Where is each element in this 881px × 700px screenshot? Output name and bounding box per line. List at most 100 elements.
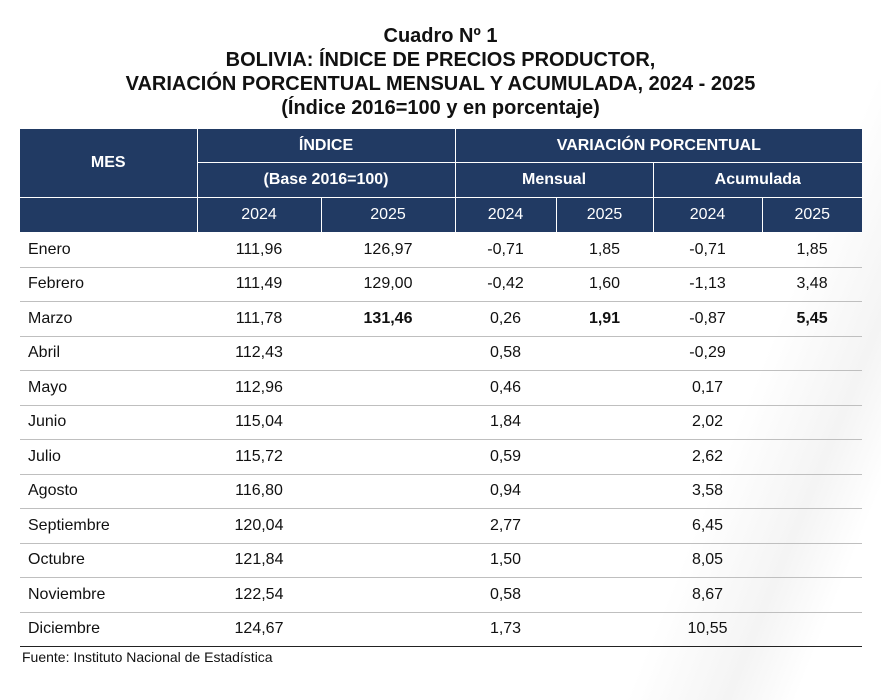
table-title: Cuadro Nº 1 BOLIVIA: ÍNDICE DE PRECIOS P… — [0, 24, 881, 120]
cumulative-2024-cell: -0,71 — [653, 232, 763, 268]
cumulative-2025-cell — [762, 370, 863, 406]
title-line-1: Cuadro Nº 1 — [383, 25, 498, 47]
monthly-2025-cell: 1,85 — [556, 232, 654, 268]
cumulative-2024-cell: 8,67 — [653, 577, 763, 613]
cumulative-2025-cell — [762, 612, 863, 647]
monthly-2025-cell: 1,60 — [556, 267, 654, 302]
monthly-2025-cell: 1,91 — [556, 301, 654, 337]
cumulative-2024-cell: 8,05 — [653, 543, 763, 578]
index-2025-cell: 131,46 — [321, 301, 456, 337]
header-indice: ÍNDICE — [196, 128, 456, 163]
cumulative-2025-cell: 5,45 — [762, 301, 863, 337]
index-2024-cell: 112,96 — [197, 370, 321, 406]
monthly-2024-cell: 1,73 — [455, 612, 557, 647]
monthly-2024-cell: -0,42 — [455, 267, 557, 302]
cumulative-2025-cell: 1,85 — [762, 232, 863, 268]
title-line-4: (Índice 2016=100 y en porcentaje) — [281, 97, 600, 119]
table-row: Septiembre 120,04 2,77 6,45 — [20, 508, 863, 544]
monthly-2025-cell — [556, 336, 654, 371]
monthly-2025-cell — [556, 370, 654, 406]
table-row: Diciembre 124,67 1,73 10,55 — [20, 612, 863, 647]
index-2024-cell: 115,04 — [197, 405, 321, 440]
monthly-2025-cell — [556, 508, 654, 544]
header-year: 2025 — [761, 197, 863, 233]
index-2024-cell: 112,43 — [197, 336, 321, 371]
monthly-2024-cell: 0,59 — [455, 439, 557, 475]
monthly-2024-cell: 0,58 — [455, 577, 557, 613]
month-cell: Diciembre — [20, 612, 197, 647]
monthly-2024-cell: -0,71 — [455, 232, 557, 268]
cumulative-2024-cell: 0,17 — [653, 370, 763, 406]
cumulative-2024-cell: -1,13 — [653, 267, 763, 302]
monthly-2024-cell: 1,50 — [455, 543, 557, 578]
header-year: 2024 — [196, 197, 322, 233]
month-cell: Mayo — [20, 370, 197, 406]
table-row: Marzo 111,78 131,46 0,26 1,91 -0,87 5,45 — [20, 301, 863, 337]
index-2024-cell: 122,54 — [197, 577, 321, 613]
monthly-2025-cell — [556, 577, 654, 613]
cumulative-2025-cell — [762, 543, 863, 578]
month-cell: Julio — [20, 439, 197, 475]
month-cell: Abril — [20, 336, 197, 371]
month-cell: Agosto — [20, 474, 197, 509]
index-2025-cell — [321, 543, 456, 578]
index-2025-cell: 126,97 — [321, 232, 456, 268]
table-row: Agosto 116,80 0,94 3,58 — [20, 474, 863, 509]
header-indice-base: (Base 2016=100) — [196, 162, 456, 198]
table-row: Julio 115,72 0,59 2,62 — [20, 439, 863, 475]
cumulative-2024-cell: 2,62 — [653, 439, 763, 475]
monthly-2024-cell: 2,77 — [455, 508, 557, 544]
source-note: Fuente: Instituto Nacional de Estadístic… — [22, 649, 273, 665]
monthly-2025-cell — [556, 474, 654, 509]
table-row: Octubre 121,84 1,50 8,05 — [20, 543, 863, 578]
index-2025-cell — [321, 370, 456, 406]
cumulative-2024-cell: 6,45 — [653, 508, 763, 544]
monthly-2024-cell: 0,46 — [455, 370, 557, 406]
header-variacion: VARIACIÓN PORCENTUAL — [454, 128, 863, 163]
month-cell: Noviembre — [20, 577, 197, 613]
index-2024-cell: 120,04 — [197, 508, 321, 544]
index-2024-cell: 111,78 — [197, 301, 321, 337]
header-year: 2025 — [555, 197, 654, 233]
index-2025-cell — [321, 405, 456, 440]
index-2025-cell: 129,00 — [321, 267, 456, 302]
header-year: 2025 — [320, 197, 456, 233]
index-2024-cell: 111,96 — [197, 232, 321, 268]
month-cell: Septiembre — [20, 508, 197, 544]
month-cell: Marzo — [20, 301, 197, 337]
index-2024-cell: 116,80 — [197, 474, 321, 509]
index-2024-cell: 115,72 — [197, 439, 321, 475]
monthly-2024-cell: 0,58 — [455, 336, 557, 371]
monthly-2024-cell: 0,94 — [455, 474, 557, 509]
cumulative-2025-cell — [762, 439, 863, 475]
header-mensual: Mensual — [454, 162, 654, 198]
index-2025-cell — [321, 474, 456, 509]
header-year: 2024 — [454, 197, 557, 233]
cumulative-2025-cell — [762, 508, 863, 544]
table-row: Abril 112,43 0,58 -0,29 — [20, 336, 863, 371]
index-2025-cell — [321, 439, 456, 475]
header-mes: MES — [20, 128, 198, 198]
title-line-3: VARIACIÓN PORCENTUAL MENSUAL Y ACUMULADA… — [125, 73, 756, 95]
price-index-table: MES ÍNDICE VARIACIÓN PORCENTUAL (Base 20… — [20, 128, 863, 647]
monthly-2024-cell: 0,26 — [455, 301, 557, 337]
index-2025-cell — [321, 577, 456, 613]
cumulative-2024-cell: 10,55 — [653, 612, 763, 647]
cumulative-2024-cell: -0,87 — [653, 301, 763, 337]
cumulative-2025-cell — [762, 405, 863, 440]
header-mes-blank — [20, 197, 198, 233]
table-row: Junio 115,04 1,84 2,02 — [20, 405, 863, 440]
month-cell: Febrero — [20, 267, 197, 302]
cumulative-2024-cell: 2,02 — [653, 405, 763, 440]
index-2025-cell — [321, 612, 456, 647]
cumulative-2024-cell: -0,29 — [653, 336, 763, 371]
cumulative-2025-cell — [762, 474, 863, 509]
cumulative-2025-cell — [762, 577, 863, 613]
monthly-2025-cell — [556, 543, 654, 578]
table-row: Mayo 112,96 0,46 0,17 — [20, 370, 863, 406]
month-cell: Enero — [20, 232, 197, 268]
monthly-2024-cell: 1,84 — [455, 405, 557, 440]
index-2025-cell — [321, 508, 456, 544]
index-2024-cell: 111,49 — [197, 267, 321, 302]
month-cell: Octubre — [20, 543, 197, 578]
